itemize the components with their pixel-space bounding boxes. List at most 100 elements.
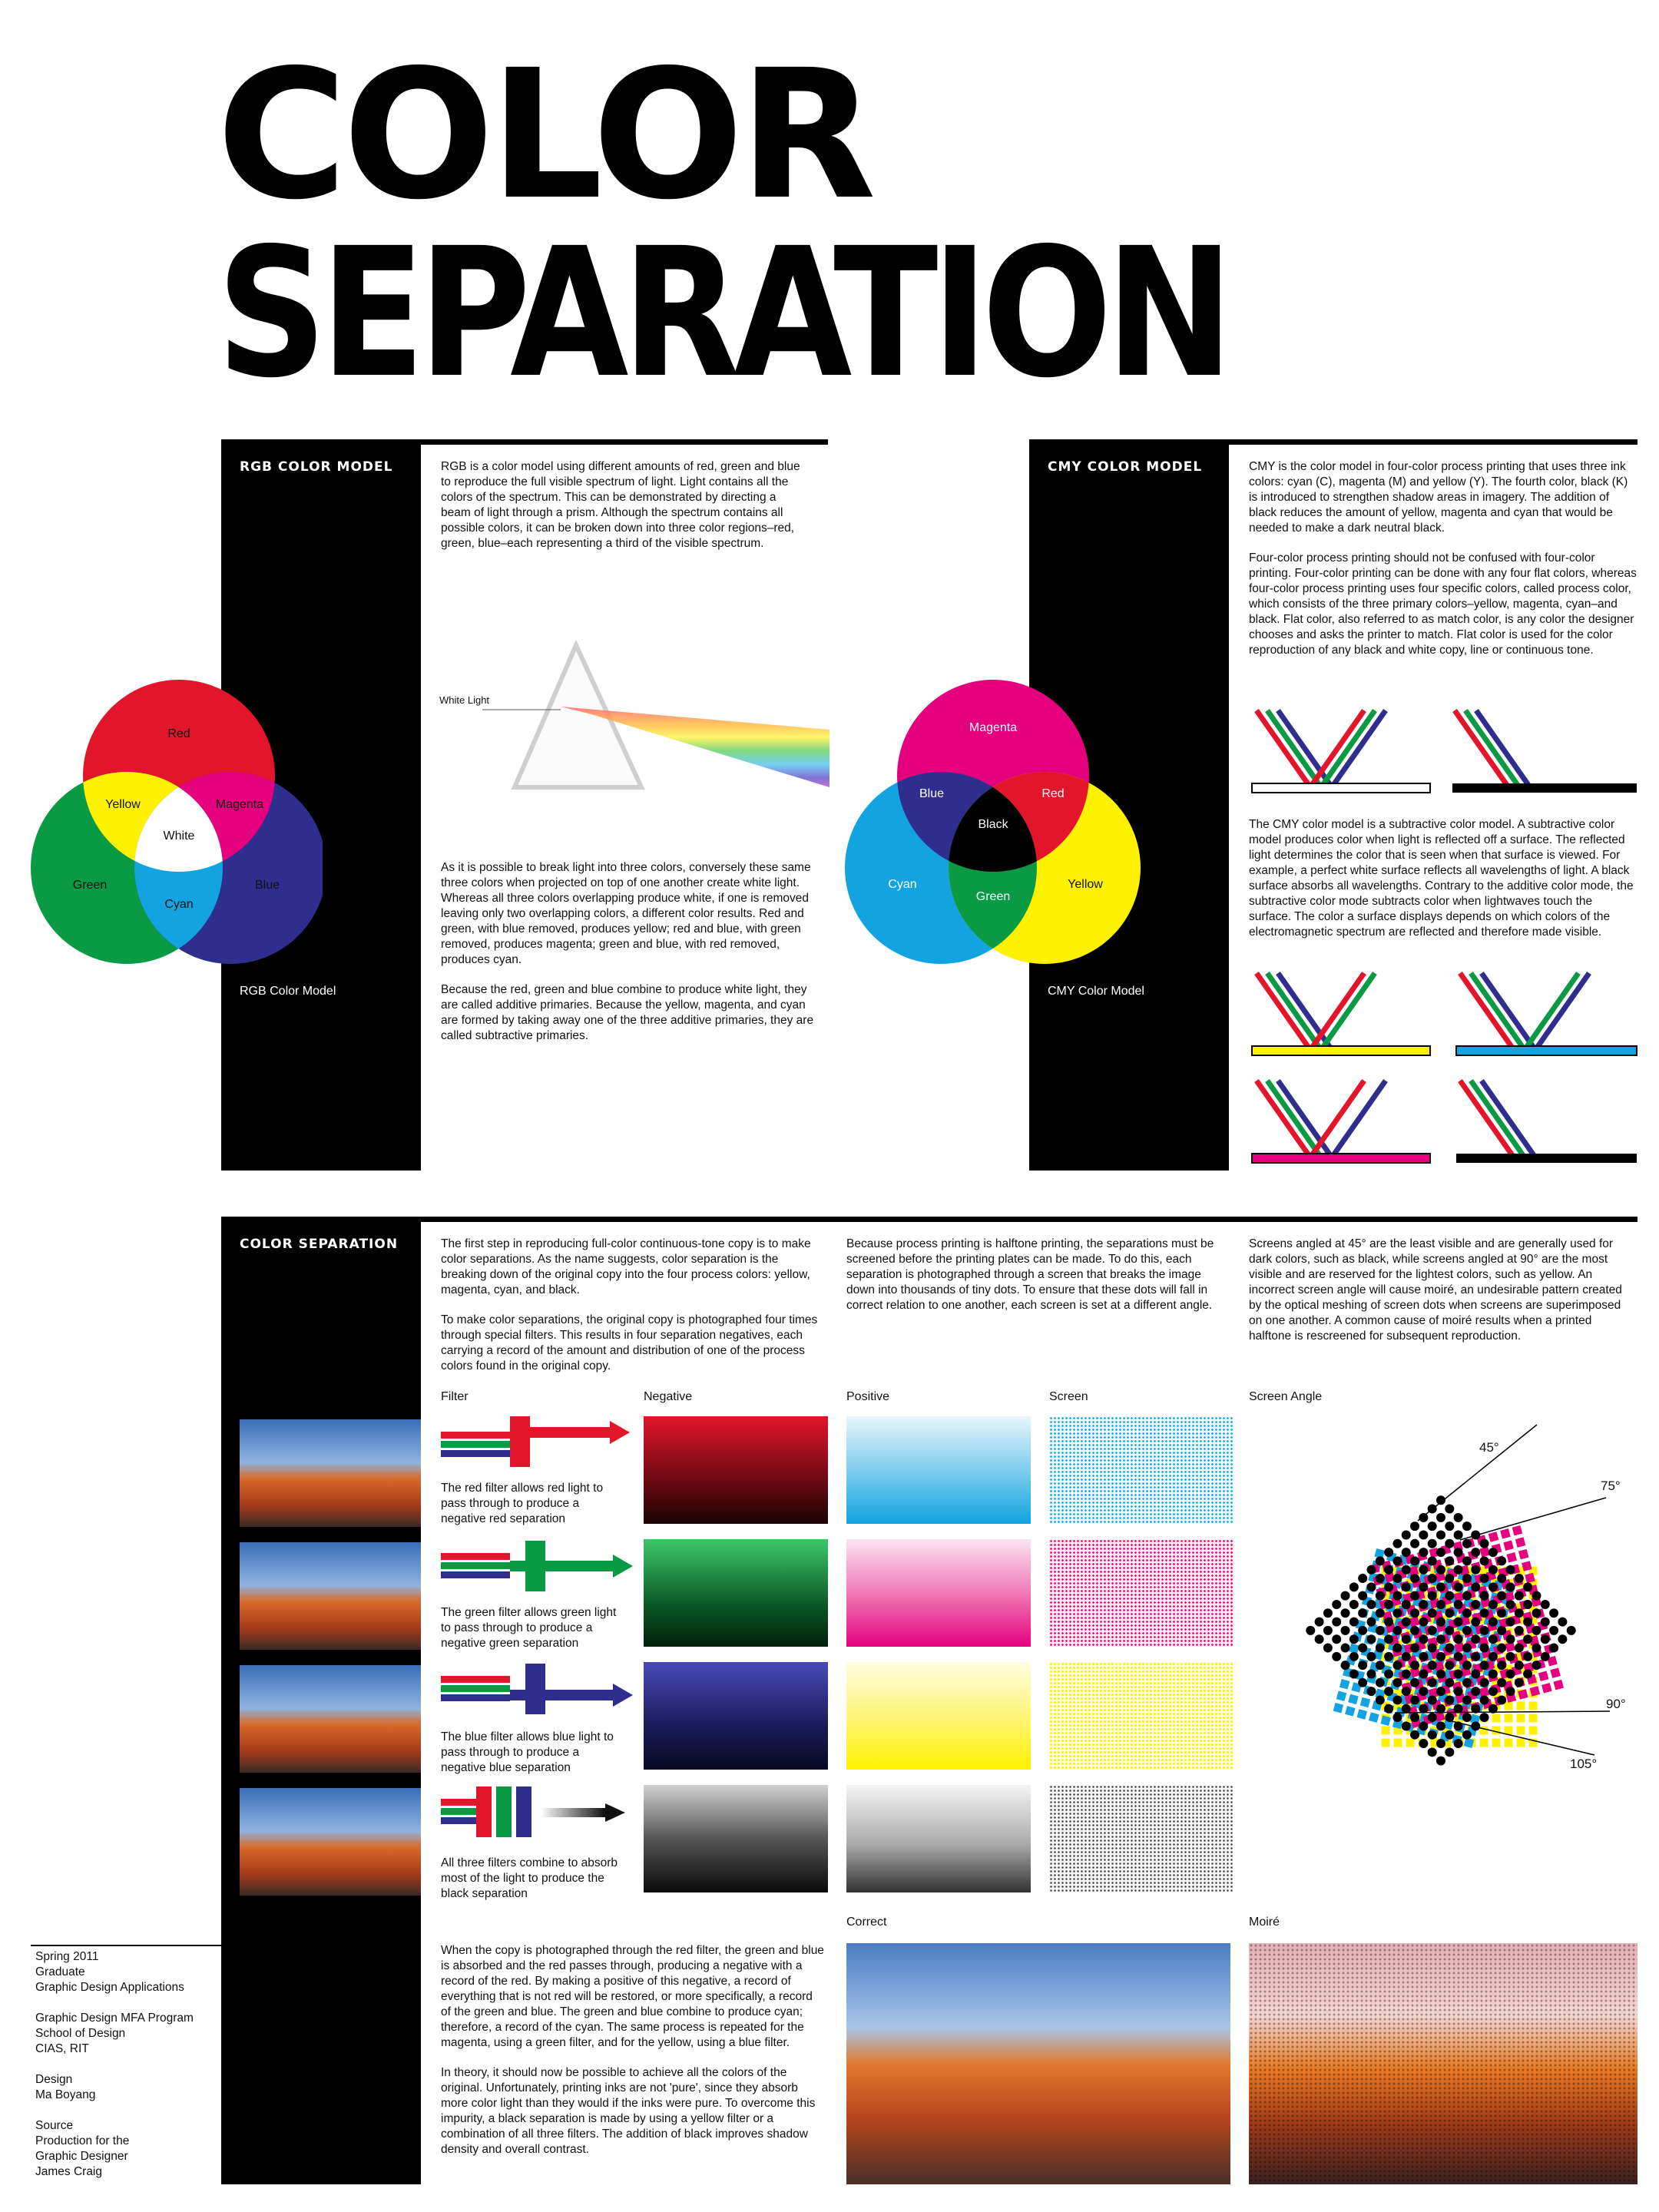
halftone-dot xyxy=(1445,1574,1455,1584)
halftone-dot xyxy=(1410,1661,1420,1671)
sep-col2: Because process printing is halftone pri… xyxy=(846,1237,1214,1312)
reflection-magenta-surface xyxy=(1251,1078,1431,1164)
halftone-dot xyxy=(1479,1695,1489,1705)
halftone-dot xyxy=(1340,1608,1350,1618)
halftone-dot xyxy=(1445,1504,1455,1514)
halftone-dot xyxy=(1392,1661,1402,1671)
label-correct: Correct xyxy=(846,1916,887,1929)
halftone-dot xyxy=(1497,1677,1507,1687)
footer-line: Source xyxy=(35,2119,74,2132)
halftone-dot xyxy=(1505,1599,1515,1609)
halftone-dot xyxy=(1436,1530,1445,1540)
halftone-dot xyxy=(1366,1669,1376,1679)
halftone-dot xyxy=(1409,1667,1421,1678)
page-title-line1: COLOR xyxy=(217,31,876,239)
venn-black-overlap xyxy=(949,772,1037,872)
label-positive: Positive xyxy=(846,1390,890,1403)
cmy-para1: CMY is the color model in four-color pro… xyxy=(1249,460,1628,535)
halftone-dot xyxy=(1436,1512,1445,1522)
halftone-dot xyxy=(1442,1719,1454,1730)
halftone-dot xyxy=(1306,1625,1316,1635)
halftone-dot xyxy=(1340,1661,1350,1671)
halftone-dot xyxy=(1488,1651,1498,1661)
halftone-dot xyxy=(1427,1695,1437,1705)
filter-caption-blue: The blue filter allows blue light to pas… xyxy=(441,1730,614,1774)
halftone-dot xyxy=(1488,1704,1498,1714)
halftone-dot xyxy=(1453,1617,1463,1627)
halftone-dot xyxy=(1500,1528,1511,1539)
halftone-dot xyxy=(1375,1625,1385,1635)
halftone-dot xyxy=(1445,1713,1455,1723)
halftone-dot xyxy=(1358,1677,1368,1687)
halftone-dot xyxy=(1323,1608,1333,1618)
halftone-dot xyxy=(1497,1661,1507,1671)
halftone-dot xyxy=(1445,1522,1455,1532)
page-title-line2: SEPARATION xyxy=(217,210,1233,417)
halftone-dot xyxy=(1429,1547,1439,1558)
halftone-dot xyxy=(1532,1643,1541,1653)
halftone-dot xyxy=(1332,1617,1342,1627)
halftone-dot xyxy=(1401,1548,1411,1558)
halftone-dot xyxy=(1401,1582,1411,1592)
footer-group-2: Graphic Design MFA Program School of Des… xyxy=(35,2011,220,2057)
halftone-dot xyxy=(1419,1530,1429,1540)
negative-red xyxy=(644,1416,828,1524)
halftone-dot xyxy=(1358,1591,1368,1601)
sep-col1-text: The first step in reproducing full-color… xyxy=(441,1237,825,1389)
rgb-venn-diagram: Red Yellow Magenta White Green Cyan Blue xyxy=(31,680,323,964)
venn-label-green: Green xyxy=(976,890,1010,903)
halftone-dot xyxy=(1488,1634,1498,1644)
halftone-dot xyxy=(1550,1667,1561,1678)
halftone-dot xyxy=(1375,1661,1385,1671)
halftone-dot xyxy=(1479,1556,1489,1566)
original-photo-3 xyxy=(240,1665,421,1773)
reflection-black-surface-2 xyxy=(1456,1078,1637,1163)
cmy-text-top: CMY is the color model in four-color pro… xyxy=(1249,459,1637,673)
halftone-dot xyxy=(1427,1661,1437,1671)
halftone-dot xyxy=(1332,1634,1342,1644)
halftone-dot xyxy=(1401,1530,1411,1540)
halftone-dot xyxy=(1333,1702,1344,1714)
halftone-dot xyxy=(1505,1641,1516,1652)
halftone-dot xyxy=(1366,1634,1376,1644)
halftone-dot xyxy=(1488,1565,1498,1575)
halftone-dot xyxy=(1419,1548,1429,1558)
footer-line: CIAS, RIT xyxy=(35,2042,89,2055)
halftone-dot xyxy=(1427,1538,1437,1548)
halftone-dot xyxy=(1541,1683,1552,1694)
halftone-dot xyxy=(1419,1634,1429,1644)
halftone-dot xyxy=(1518,1689,1528,1700)
rgb-intro-text: RGB is a color model using different amo… xyxy=(441,459,802,566)
filter-diagram-black xyxy=(441,1786,625,1837)
halftone-dot xyxy=(1392,1643,1402,1653)
halftone-dot xyxy=(1505,1565,1515,1575)
sep-col1b: To make color separations, the original … xyxy=(441,1313,818,1373)
halftone-dot xyxy=(1497,1695,1507,1705)
halftone-dot xyxy=(1427,1643,1437,1653)
angle-label-105: 105° xyxy=(1570,1757,1597,1771)
rgb-caption: RGB Color Model xyxy=(240,985,336,998)
halftone-dot xyxy=(1436,1756,1445,1766)
venn-label-cyan: Cyan xyxy=(164,898,193,911)
halftone-dot xyxy=(1516,1726,1525,1735)
halftone-dot xyxy=(1408,1565,1419,1577)
halftone-dot xyxy=(1427,1608,1437,1618)
halftone-dot xyxy=(1471,1704,1481,1714)
venn-label-yellow: Yellow xyxy=(105,798,141,811)
halftone-dot xyxy=(1410,1556,1420,1566)
halftone-dot xyxy=(1463,1737,1475,1748)
halftone-dot xyxy=(1488,1582,1498,1592)
venn-label-yellow: Yellow xyxy=(1068,878,1103,891)
halftone-dot xyxy=(1410,1591,1420,1601)
halftone-dot xyxy=(1392,1574,1402,1584)
halftone-dot xyxy=(1366,1565,1376,1575)
halftone-dot xyxy=(1349,1669,1359,1679)
halftone-dot xyxy=(1349,1643,1359,1654)
halftone-dot xyxy=(1427,1574,1437,1584)
halftone-dot xyxy=(1339,1679,1350,1690)
negative-blue xyxy=(644,1662,828,1770)
halftone-dot xyxy=(1349,1617,1359,1627)
halftone-dot xyxy=(1497,1556,1507,1566)
angle-label-75: 75° xyxy=(1601,1479,1621,1493)
halftone-dot xyxy=(1349,1599,1359,1609)
